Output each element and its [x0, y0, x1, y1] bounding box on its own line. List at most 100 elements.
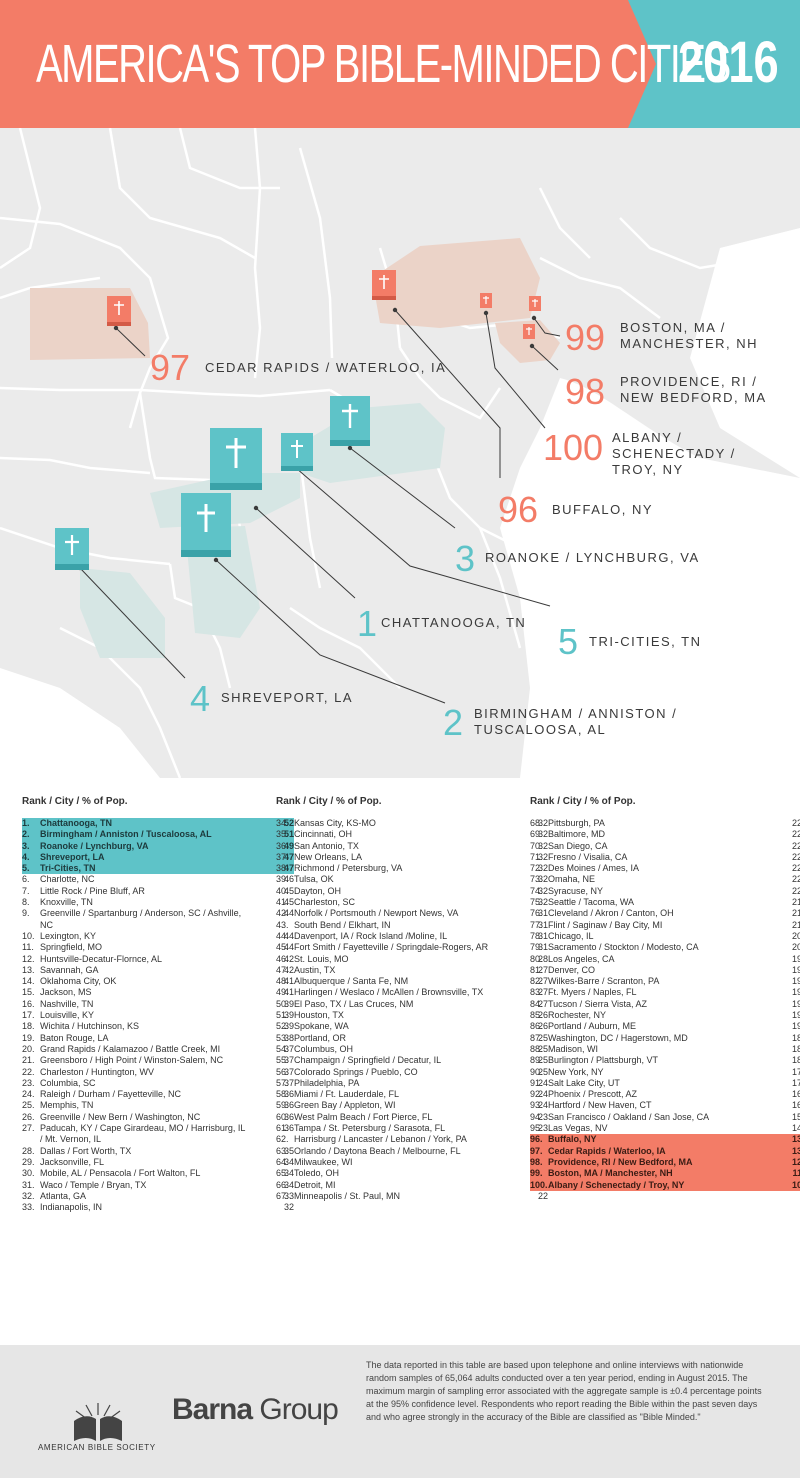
table-row: 48. Albuquerque / Santa Fe, NM 27 — [276, 976, 548, 987]
table-row: 17. Louisville, KY 39 — [22, 1010, 294, 1021]
percent-cell: 36 — [283, 1111, 294, 1122]
table-row: 54. Columbus, OH 25 — [276, 1044, 548, 1055]
label-99-line1: BOSTON, MA / — [620, 320, 726, 335]
table-row: 4. Shreveport, LA 47 — [22, 851, 294, 864]
column-header: Rank / City / % of Pop. — [530, 796, 636, 807]
percent-cell: 32 — [537, 818, 548, 828]
city-cell: Orlando / Daytona Beach / Melbourne, FL — [294, 1145, 461, 1156]
table-row: 99. Boston, MA / Manchester, NH 11 — [530, 1168, 800, 1180]
table-row: 93. Hartford / New Haven, CT 16 — [530, 1100, 800, 1111]
table-row: 65.Toledo, OH23 — [276, 1168, 548, 1179]
table-row: 5. Tri-Cities, TN 47 — [22, 863, 294, 875]
percent-cell: 31 — [537, 930, 548, 941]
rank-cell: 42. — [276, 908, 289, 919]
footer: AMERICAN BIBLE SOCIETY Barna Group The d… — [0, 1345, 800, 1478]
table-row: 8. Knoxville, TN 45 — [22, 897, 294, 908]
city-cell: Charlotte, NC — [40, 874, 95, 885]
city-cell: Savannah, GA — [40, 964, 99, 975]
rank-cell: 44. — [276, 930, 289, 941]
percent-cell: 22 — [791, 863, 800, 874]
label-3-number: 3 — [455, 538, 475, 579]
percent-cell: 12 — [791, 1156, 800, 1167]
table-row: 67. Minneapolis / St. Paul, MN 22 — [276, 1191, 548, 1202]
city-cell: Atlanta, GA — [40, 1190, 87, 1201]
table-row: 53. Portland, OR 25 — [276, 1033, 548, 1044]
percent-cell: 34 — [283, 1179, 294, 1190]
city-cell: Raleigh / Durham / Fayetteville, NC — [40, 1089, 182, 1100]
column-rows: 1. Chattanooga, TN 52 2. Birmingham / Annist… — [22, 818, 294, 1213]
table-row: 94. San Francisco / Oakland / San Jose, C… — [530, 1112, 800, 1123]
rank-cell: 49. — [276, 987, 289, 998]
percent-cell: 13 — [791, 1134, 800, 1145]
rank-cell: 90. — [530, 1066, 543, 1077]
map-label-1: 1 CHATTANOOGA, TN — [357, 603, 525, 644]
percent-cell: 22 — [791, 818, 800, 828]
barna-bold: Barna — [172, 1393, 253, 1426]
city-cell: Spokane, WA — [294, 1021, 349, 1032]
percent-cell: 38 — [283, 1032, 294, 1043]
rank-cell: 77. — [530, 919, 543, 930]
rank-cell: 86. — [530, 1021, 543, 1032]
rankings-table: Rank / City / % of Pop. 1. Chattanooga, T… — [0, 790, 800, 1310]
percent-cell: 27 — [537, 987, 548, 998]
city-cell: Birmingham / Anniston / Tuscaloosa, AL — [40, 829, 212, 840]
percent-cell: 18 — [791, 1055, 800, 1066]
rank-cell: 37. — [276, 851, 289, 862]
rank-cell: 12. — [22, 953, 35, 964]
leader-lines — [79, 309, 561, 704]
percent-cell: 16 — [791, 1100, 800, 1111]
american-bible-society-logo — [74, 1403, 122, 1441]
city-cell: Norfolk / Portsmouth / Newport News, VA — [294, 908, 459, 919]
percent-cell: 19 — [791, 1021, 800, 1032]
table-row: 50. El Paso, TX / Las Cruces, NM 27 — [276, 999, 548, 1010]
rank-cell: 74. — [530, 885, 543, 896]
percent-cell: 15 — [791, 1111, 800, 1122]
table-row: 23. Columbia, SC 37 — [22, 1078, 294, 1089]
rank-cell: 5. — [22, 863, 30, 874]
city-cell: El Paso, TX / Las Cruces, NM — [294, 998, 414, 1009]
rank-cell: 51. — [276, 1010, 289, 1021]
table-row: 80. Los Angeles, CA 19 — [530, 954, 800, 965]
percent-cell: 24 — [537, 1100, 548, 1111]
table-row: 85. Rochester, NY 19 — [530, 1010, 800, 1021]
label-97-number: 97 — [150, 347, 190, 388]
percent-cell: 24 — [537, 1077, 548, 1088]
city-cell: Madison, WI — [548, 1043, 599, 1054]
percent-cell: 26 — [537, 1021, 548, 1032]
percent-cell: 51 — [283, 829, 294, 840]
city-cell: Sacramento / Stockton / Modesto, CA — [548, 942, 699, 953]
city-cell: Burlington / Plattsburgh, VT — [548, 1055, 659, 1066]
table-row: 13. Savannah, GA 42 — [22, 965, 294, 976]
label-2-line1: BIRMINGHAM / ANNISTON / — [474, 706, 677, 721]
rank-cell: 45. — [276, 942, 289, 953]
percent-cell: 33 — [283, 1190, 294, 1201]
rank-cell: 35. — [276, 829, 289, 840]
percent-cell: 22 — [791, 829, 800, 840]
table-row: 70. San Diego, CA 22 — [530, 841, 800, 852]
city-cell: Richmond / Petersburg, VA — [294, 863, 403, 874]
percent-cell: 34 — [283, 1168, 294, 1179]
label-1-number: 1 — [357, 603, 377, 644]
city-cell: Dayton, OH — [294, 885, 342, 896]
table-row: 16. Nashville, TN 39 — [22, 999, 294, 1010]
barna-group-logo: Barna Group — [172, 1393, 339, 1427]
percent-cell: 10 — [791, 1179, 800, 1190]
table-row: 73. Omaha, NE 22 — [530, 874, 800, 885]
rank-cell: 62. — [276, 1134, 289, 1145]
rank-cell: 14. — [22, 976, 35, 987]
table-row: 28. Dallas / Fort Worth, TX 35 — [22, 1146, 294, 1157]
table-row: 58. Miami / Ft. Lauderdale, FL 24 — [276, 1089, 548, 1100]
rank-cell: 95. — [530, 1123, 543, 1134]
city-cell: San Francisco / Oakland / San Jose, CA — [548, 1111, 710, 1122]
city-cell: Baltimore, MD — [548, 829, 606, 840]
table-row: 14. Oklahoma City, OK 41 — [22, 976, 294, 987]
label-5-city: TRI-CITIES, TN — [589, 634, 701, 649]
rank-cell: 22. — [22, 1066, 35, 1077]
rank-cell: 13. — [22, 964, 35, 975]
label-97-city: CEDAR RAPIDS / WATERLOO, IA — [205, 360, 446, 375]
table-row: 49. Harlingen / Weslaco / McAllen / Brown… — [276, 987, 548, 998]
city-cell: Phoenix / Prescott, AZ — [548, 1089, 638, 1100]
city-cell: Fort Smith / Fayetteville / Springdale-R… — [294, 942, 489, 953]
map-label-99: 99 BOSTON, MA / MANCHESTER, NH — [565, 317, 757, 358]
city-cell: Boston, MA / Manchester, NH — [548, 1168, 673, 1179]
